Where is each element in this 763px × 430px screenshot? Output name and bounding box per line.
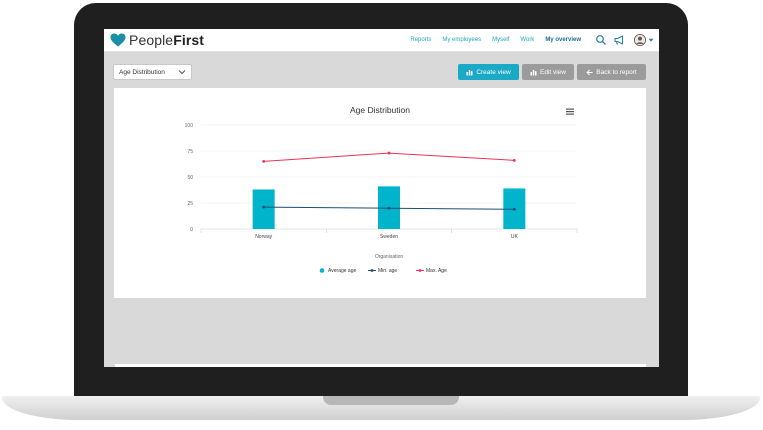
back-to-report-label: Back to report bbox=[596, 68, 637, 76]
app-screen: PeopleFirst Reports My employees Myself … bbox=[104, 29, 659, 367]
back-to-report-button[interactable]: Back to report bbox=[577, 64, 646, 80]
x-tick-label: Sweden bbox=[380, 234, 398, 240]
hamburger-menu-icon[interactable] bbox=[566, 108, 574, 115]
point-max-age bbox=[512, 158, 516, 162]
bar-average-age bbox=[252, 189, 275, 229]
chart-title: Age Distribution bbox=[349, 105, 410, 115]
x-axis-title: Organisation bbox=[375, 254, 404, 260]
brand-name: PeopleFirst bbox=[129, 32, 205, 48]
create-view-label: Create view bbox=[476, 68, 511, 76]
legend-point-marker bbox=[370, 269, 374, 272]
arrow-left-icon bbox=[586, 69, 593, 75]
top-navigation: PeopleFirst Reports My employees Myself … bbox=[104, 29, 659, 52]
y-tick-label: 25 bbox=[187, 201, 193, 207]
point-min-age bbox=[387, 206, 391, 210]
nav-link-my-overview[interactable]: My overview bbox=[545, 37, 581, 43]
bar-chart-icon bbox=[530, 69, 537, 75]
x-tick-label: UK bbox=[511, 234, 519, 240]
megaphone-icon[interactable] bbox=[613, 34, 625, 46]
y-tick-label: 0 bbox=[190, 227, 193, 233]
nav-link-work[interactable]: Work bbox=[520, 37, 535, 43]
next-panel-edge bbox=[115, 364, 646, 367]
bar-chart-icon bbox=[466, 69, 473, 75]
chevron-down-icon bbox=[178, 70, 186, 75]
laptop-notch bbox=[323, 396, 459, 405]
avatar-icon[interactable] bbox=[634, 34, 646, 46]
nav-link-my-employees[interactable]: My employees bbox=[442, 37, 482, 43]
point-min-age bbox=[512, 207, 516, 211]
legend-label: Min. age bbox=[378, 268, 397, 274]
point-max-age bbox=[387, 151, 391, 155]
report-select-value: Age Distribution bbox=[119, 68, 165, 76]
point-min-age bbox=[262, 205, 266, 209]
logo[interactable]: PeopleFirst bbox=[110, 32, 204, 48]
x-tick-label: Norway bbox=[255, 234, 272, 240]
y-tick-label: 75 bbox=[187, 149, 193, 155]
edit-view-label: Edit view bbox=[539, 68, 566, 76]
create-view-button[interactable]: Create view bbox=[458, 64, 519, 80]
legend-label: Average age bbox=[328, 268, 356, 274]
search-icon[interactable] bbox=[595, 34, 607, 46]
chevron-down-icon[interactable] bbox=[648, 38, 654, 43]
edit-view-button[interactable]: Edit view bbox=[522, 64, 574, 80]
point-max-age bbox=[262, 160, 266, 163]
chart-card: Age Distribution 0 25 50 75 100 Norway Sweden U… bbox=[114, 88, 646, 298]
y-tick-label: 100 bbox=[185, 123, 194, 129]
nav-links: Reports My employees Myself Work My over… bbox=[399, 29, 581, 51]
age-distribution-chart: 0 25 50 75 100 Norway Sweden UK Organisation Aver… bbox=[185, 123, 578, 274]
nav-link-reports[interactable]: Reports bbox=[410, 37, 432, 43]
y-tick-label: 50 bbox=[187, 175, 193, 181]
legend-point-marker bbox=[418, 269, 422, 272]
legend-label: Max. Age bbox=[426, 268, 447, 274]
legend-marker-average-age bbox=[319, 268, 325, 273]
report-select[interactable]: Age Distribution bbox=[113, 64, 192, 80]
nav-link-myself[interactable]: Myself bbox=[492, 37, 510, 43]
heart-icon bbox=[110, 33, 126, 47]
